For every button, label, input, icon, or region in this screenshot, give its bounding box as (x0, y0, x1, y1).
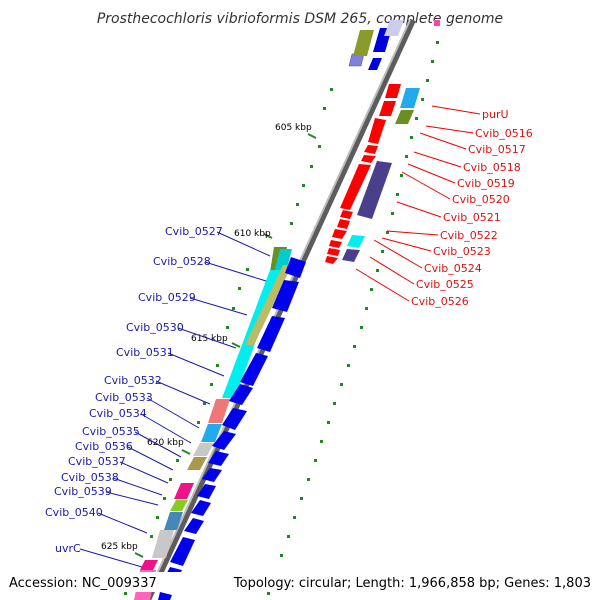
footer: Accession: NC_009337 Topology: circular;… (0, 572, 600, 592)
gene-label-Cvib_0529: Cvib_0529 (138, 291, 196, 304)
gene-label-Cvib_0536: Cvib_0536 (75, 440, 133, 453)
gene-label-Cvib_0527: Cvib_0527 (165, 225, 223, 238)
backbone (144, 18, 416, 600)
gene-label-purU: purU (482, 108, 509, 121)
gene-label-Cvib_0537: Cvib_0537 (68, 455, 126, 468)
gene-label-Cvib_0538: Cvib_0538 (61, 471, 119, 484)
gene-label-Cvib_0531: Cvib_0531 (116, 346, 174, 359)
top-track-features (348, 20, 440, 70)
gene-label-Cvib_0535: Cvib_0535 (82, 425, 140, 438)
gene-label-Cvib_0526: Cvib_0526 (411, 295, 469, 308)
gene-label-Cvib_0522: Cvib_0522 (440, 229, 498, 242)
reverse-strand-genes (325, 84, 401, 264)
gene-label-Cvib_0518: Cvib_0518 (463, 161, 521, 174)
tick-label-625kbp: 625 kbp (101, 542, 138, 552)
gene-label-Cvib_0524: Cvib_0524 (424, 262, 482, 275)
gene-label-Cvib_0517: Cvib_0517 (468, 143, 526, 156)
topology-text: Topology: circular; Length: 1,966,858 bp… (233, 576, 591, 591)
gene-label-Cvib_0530: Cvib_0530 (126, 321, 184, 334)
gene-label-Cvib_0523: Cvib_0523 (433, 245, 491, 258)
left-gene-labels: Cvib_0527 Cvib_0528 Cvib_0529 Cvib_0530 … (45, 225, 223, 555)
gene-label-uvrC: uvrC (55, 542, 81, 555)
right-leader-lines (355, 105, 481, 302)
gene-label-Cvib_0521: Cvib_0521 (443, 211, 501, 224)
map-title: Prosthecochloris vibrioformis DSM 265, c… (97, 11, 503, 27)
tick-label-620kbp: 620 kbp (147, 438, 184, 448)
tick-label-610kbp: 610 kbp (234, 229, 271, 239)
gene-label-Cvib_0539: Cvib_0539 (54, 485, 112, 498)
gene-label-Cvib_0525: Cvib_0525 (416, 278, 474, 291)
gene-label-Cvib_0534: Cvib_0534 (89, 407, 147, 420)
accession-text: Accession: NC_009337 (9, 576, 157, 591)
gene-label-Cvib_0520: Cvib_0520 (452, 193, 510, 206)
gene-label-Cvib_0528: Cvib_0528 (153, 255, 211, 268)
left-leader-lines (79, 231, 271, 568)
right-gene-labels: purU Cvib_0516 Cvib_0517 Cvib_0518 Cvib_… (411, 108, 533, 308)
gene-label-Cvib_0516: Cvib_0516 (475, 127, 533, 140)
gene-label-Cvib_0533: Cvib_0533 (95, 391, 153, 404)
gene-label-Cvib_0540: Cvib_0540 (45, 506, 103, 519)
gene-label-Cvib_0532: Cvib_0532 (104, 374, 162, 387)
reverse-strand-features (342, 88, 420, 262)
gene-label-Cvib_0519: Cvib_0519 (457, 177, 515, 190)
tick-label-605kbp: 605 kbp (275, 123, 312, 133)
